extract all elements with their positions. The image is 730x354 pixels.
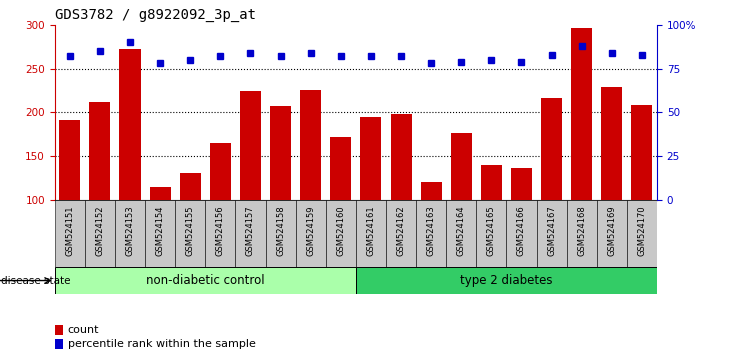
Text: GSM524164: GSM524164 [457,205,466,256]
Bar [511,167,532,200]
Text: GSM524170: GSM524170 [637,205,647,256]
Bar [477,200,507,267]
Bar [175,200,205,267]
Bar [180,173,201,200]
Bar [300,90,321,200]
Bar [205,200,235,267]
Text: GDS3782 / g8922092_3p_at: GDS3782 / g8922092_3p_at [55,8,255,22]
Bar [55,200,85,267]
Bar [420,183,442,200]
Text: GSM524161: GSM524161 [366,205,375,256]
Bar [541,98,562,200]
Text: GSM524155: GSM524155 [185,205,195,256]
Text: GSM524152: GSM524152 [96,205,104,256]
Text: GSM524151: GSM524151 [65,205,74,256]
Bar [481,165,502,200]
Bar [356,200,386,267]
Text: GSM524159: GSM524159 [306,205,315,256]
Bar [85,200,115,267]
Bar [296,200,326,267]
Bar [235,200,266,267]
Bar [446,200,476,267]
Text: disease state: disease state [1,275,70,286]
Bar [240,91,261,200]
Text: GSM524167: GSM524167 [547,205,556,256]
Bar [361,117,382,200]
Bar [145,200,175,267]
Bar [150,187,171,200]
Bar [386,200,416,267]
Text: type 2 diabetes: type 2 diabetes [460,274,553,287]
Bar [89,102,110,200]
Bar [566,200,597,267]
Bar [55,339,63,349]
Text: GSM524156: GSM524156 [216,205,225,256]
Bar [507,200,537,267]
Bar [391,114,412,200]
Bar [627,200,657,267]
Text: GSM524169: GSM524169 [607,205,616,256]
Bar [326,200,356,267]
Bar [356,267,657,294]
Text: GSM524158: GSM524158 [276,205,285,256]
Text: GSM524160: GSM524160 [337,205,345,256]
Bar [266,200,296,267]
Bar [597,200,627,267]
Text: GSM524165: GSM524165 [487,205,496,256]
Bar [450,133,472,200]
Text: GSM524157: GSM524157 [246,205,255,256]
Bar [120,49,141,200]
Bar [416,200,446,267]
Bar [55,325,63,335]
Text: GSM524166: GSM524166 [517,205,526,256]
Bar [115,200,145,267]
Bar [270,106,291,200]
Text: non-diabetic control: non-diabetic control [146,274,264,287]
Bar [602,87,623,200]
Text: GSM524154: GSM524154 [155,205,165,256]
Bar [537,200,566,267]
Text: GSM524163: GSM524163 [426,205,436,256]
Bar [631,105,653,200]
Text: percentile rank within the sample: percentile rank within the sample [68,339,256,349]
Bar [210,143,231,200]
Text: GSM524162: GSM524162 [396,205,406,256]
Text: count: count [68,325,99,335]
Bar [59,120,80,200]
Bar [330,137,351,200]
Bar [55,267,356,294]
Text: GSM524168: GSM524168 [577,205,586,256]
Text: GSM524153: GSM524153 [126,205,134,256]
Bar [571,28,592,200]
